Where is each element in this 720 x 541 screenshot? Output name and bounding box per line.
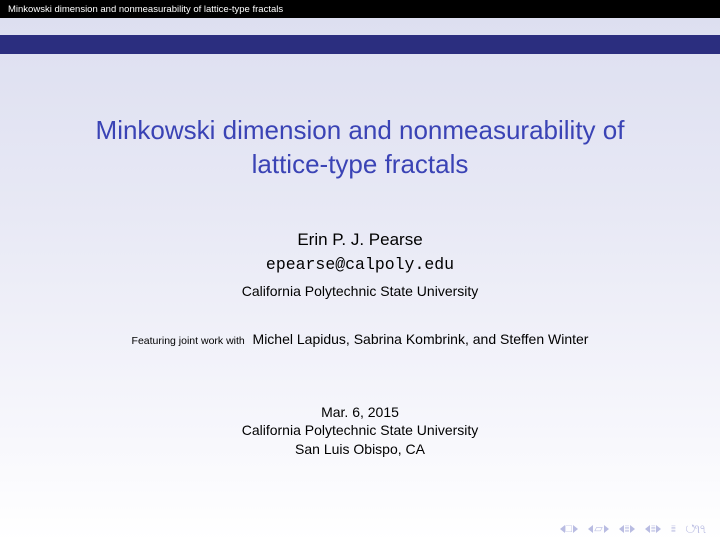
topbar-title: Minkowski dimension and nonmeasurability… (8, 4, 283, 15)
triangle-left-icon (560, 525, 565, 533)
triangle-right-icon (630, 525, 635, 533)
nav-first-button[interactable]: □ (560, 524, 579, 535)
topbar: Minkowski dimension and nonmeasurability… (0, 0, 720, 18)
nav-last-button[interactable]: ≡≡ (671, 526, 675, 532)
nav-lines-icon: ≡≡ (651, 526, 655, 532)
main-content: Minkowski dimension and nonmeasurability… (0, 54, 720, 459)
triangle-right-icon (656, 525, 661, 533)
slide-container: Minkowski dimension and nonmeasurability… (0, 0, 720, 541)
title-line-1: Minkowski dimension and nonmeasurability… (96, 115, 625, 145)
nav-square-icon: □ (566, 524, 573, 535)
nav-prev-button[interactable]: ≡≡ (619, 525, 635, 533)
collaboration-prefix: Featuring joint work with (132, 335, 245, 347)
nav-doc-icon: ▱ (594, 524, 602, 535)
section-nav-band (0, 35, 720, 54)
triangle-left-icon (645, 525, 650, 533)
author-affiliation: California Polytechnic State University (0, 283, 720, 299)
nav-next-button[interactable]: ≡≡ (645, 525, 661, 533)
venue-date: Mar. 6, 2015 (0, 403, 720, 422)
author-email: epearse@calpoly.edu (0, 255, 720, 274)
nav-reload-button[interactable]: ↺૧৭ (685, 523, 706, 535)
nav-lines-icon: ≡≡ (625, 526, 629, 532)
venue-institution: California Polytechnic State University (0, 421, 720, 440)
nav-prev-section-button[interactable]: ▱ (588, 524, 608, 535)
triangle-left-icon (619, 525, 624, 533)
title-line-2: lattice-type fractals (252, 149, 469, 179)
triangle-right-icon (604, 525, 609, 533)
collaboration-line: Featuring joint work with Michel Lapidus… (0, 331, 720, 347)
venue-block: Mar. 6, 2015 California Polytechnic Stat… (0, 403, 720, 460)
triangle-right-icon (573, 525, 578, 533)
author-block: Erin P. J. Pearse epearse@calpoly.edu Ca… (0, 230, 720, 299)
triangle-left-icon (588, 525, 593, 533)
venue-location: San Luis Obispo, CA (0, 440, 720, 459)
footer-nav: □ ▱ ≡≡ ≡≡ ≡≡ ↺૧৭ (560, 523, 706, 535)
collaboration-names: Michel Lapidus, Sabrina Kombrink, and St… (253, 331, 589, 347)
slide-title: Minkowski dimension and nonmeasurability… (0, 114, 720, 182)
author-name: Erin P. J. Pearse (0, 230, 720, 250)
